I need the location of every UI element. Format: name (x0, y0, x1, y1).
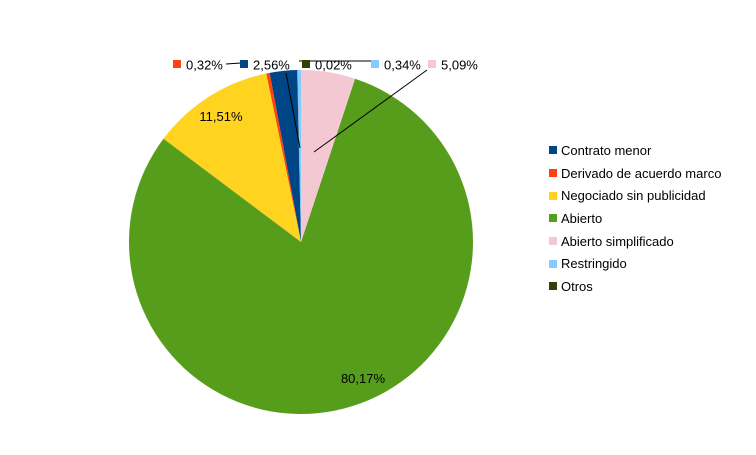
label-leader-line-4 (313, 69, 428, 153)
legend-item-derivado-de-acuerdo-marco: Derivado de acuerdo marco (549, 162, 721, 185)
legend-swatch-icon (549, 146, 557, 155)
legend-label: Otros (561, 278, 593, 294)
label-leader-line-1 (225, 62, 242, 65)
legend-swatch-icon (549, 282, 557, 291)
data-label-otros: 0,02% (315, 58, 352, 73)
legend-swatch-icon (549, 259, 557, 268)
pie-slice-otros (297, 70, 301, 242)
legend-swatch-icon (549, 169, 557, 178)
legend-item-contrato-menor: Contrato menor (549, 139, 721, 162)
data-label-contrato-menor: 2,56% (253, 58, 290, 73)
data-label-negociado-sin-publicidad: 11,51% (199, 109, 243, 124)
legend-item-abierto-simplificado: Abierto simplificado (549, 230, 721, 253)
data-label-swatch-icon-otros (302, 60, 310, 68)
pie-slice-restringido (297, 70, 301, 242)
data-label-abierto: 80,17% (341, 371, 386, 386)
pie-slice-abierto-simplificado (300, 70, 356, 242)
legend-label: Negociado sin publicidad (561, 188, 706, 204)
legend-swatch-icon (549, 237, 557, 246)
legend-label: Abierto (561, 210, 603, 226)
legend-label: Derivado de acuerdo marco (561, 165, 722, 181)
legend-item-abierto: Abierto (549, 207, 721, 230)
legend-item-negociado-sin-publicidad: Negociado sin publicidad (549, 184, 721, 207)
legend-label: Contrato menor (561, 142, 652, 158)
legend-swatch-icon (549, 214, 557, 223)
legend-label: Abierto simplificado (561, 233, 674, 249)
pie-slice-abierto (128, 78, 473, 415)
legend-swatch-icon (549, 191, 557, 200)
legend-item-restringido: Restringido (549, 252, 721, 275)
legend-item-otros: Otros (549, 275, 721, 298)
label-leader-line-2 (285, 72, 301, 149)
data-label-swatch-icon-contrato-menor (240, 60, 248, 68)
data-label-swatch-icon-derivado-de-acuerdo-marco (173, 60, 181, 68)
pie-slice-negociado-sin-publicidad (163, 73, 301, 242)
data-label-derivado-de-acuerdo-marco: 0,32% (186, 58, 223, 73)
data-label-swatch-icon-restringido (371, 60, 379, 68)
data-label-abierto-simplificado: 5,09% (441, 58, 478, 73)
data-label-swatch-icon-abierto-simplificado (428, 60, 436, 68)
pie-slice-derivado-de-acuerdo-marco (266, 72, 301, 242)
legend-label: Restringido (561, 256, 627, 272)
chart-legend: Contrato menor Derivado de acuerdo marco… (549, 139, 721, 298)
data-label-restringido: 0,34% (384, 58, 421, 73)
